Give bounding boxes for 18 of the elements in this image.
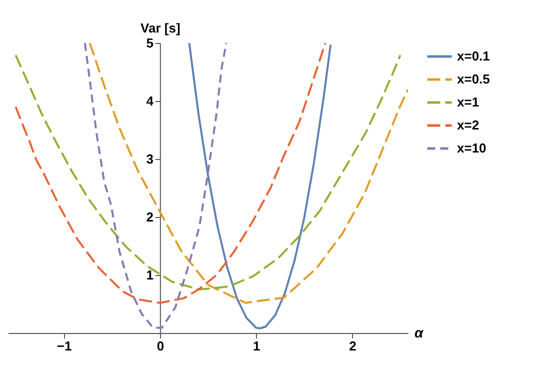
legend-label: x=10 [457,140,486,156]
x-tick-label: 2 [349,338,356,354]
legend-label: x=2 [457,118,480,132]
x-tick-label: −1 [56,338,72,354]
x-tick-label: 0 [156,338,164,354]
y-tick-label: 5 [146,36,154,50]
y-tick-label: 3 [146,152,154,166]
y-tick-label: 1 [146,268,154,282]
line-series [14,54,402,290]
y-axis-title: Var [s] [140,20,180,36]
y-tick-label: 4 [146,94,154,108]
x-axis-title: α [414,324,424,340]
x-tick-label: 1 [252,338,260,354]
legend-label: x=0.1 [457,48,490,64]
legend-label: x=1 [457,94,480,110]
y-tick-label: 2 [146,210,154,224]
line-series [188,43,332,330]
legend-label: x=0.5 [457,72,490,86]
